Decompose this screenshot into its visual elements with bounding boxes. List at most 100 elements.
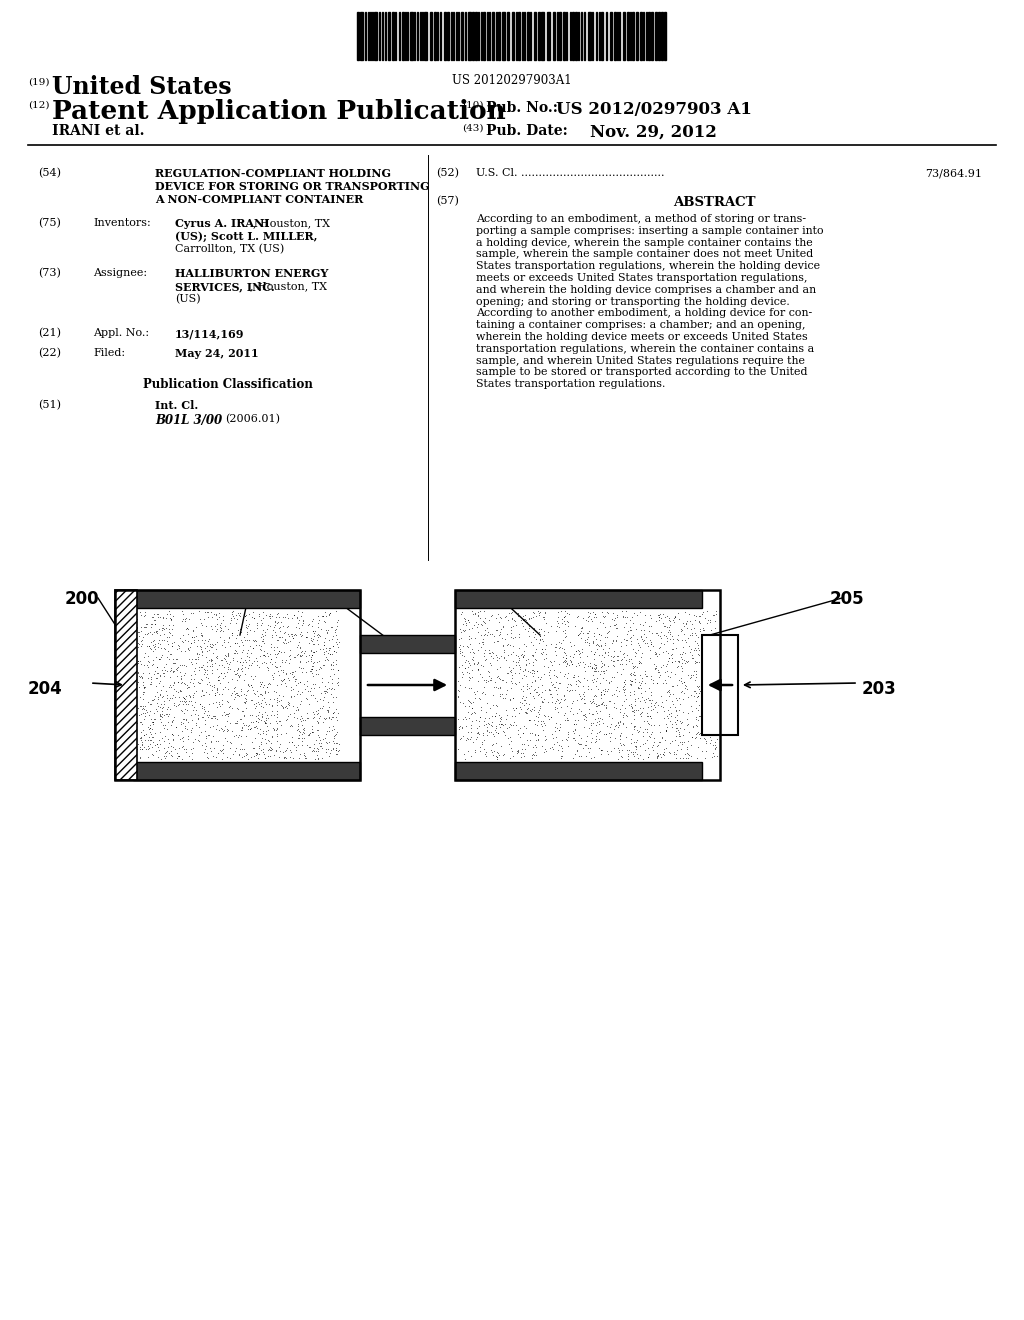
- Point: [575, 667, 592, 688]
- Point: [571, 698, 588, 719]
- Point: [264, 665, 281, 686]
- Point: [266, 718, 283, 739]
- Point: [698, 682, 715, 704]
- Point: [680, 686, 696, 708]
- Point: [140, 692, 157, 713]
- Point: [680, 704, 696, 725]
- Point: [477, 742, 494, 763]
- Point: [471, 663, 487, 684]
- Point: [305, 651, 322, 672]
- Point: [649, 645, 666, 667]
- Point: [325, 659, 341, 680]
- Point: [608, 618, 625, 639]
- Point: [310, 708, 327, 729]
- Point: [675, 642, 691, 663]
- Point: [519, 620, 536, 642]
- Point: [145, 688, 162, 709]
- Point: [643, 722, 659, 743]
- Point: [260, 657, 276, 678]
- Point: [508, 615, 524, 636]
- Point: [229, 698, 246, 719]
- Point: [291, 747, 307, 768]
- Point: [559, 730, 575, 751]
- Point: [520, 697, 537, 718]
- Point: [579, 632, 595, 653]
- Point: [181, 648, 198, 669]
- Point: [454, 717, 470, 738]
- Point: [571, 622, 588, 643]
- Point: [544, 737, 560, 758]
- Point: [221, 627, 238, 648]
- Point: [294, 681, 310, 702]
- Point: [631, 652, 647, 673]
- Point: [239, 624, 255, 645]
- Point: [226, 682, 243, 704]
- Point: [632, 690, 648, 711]
- Point: [452, 675, 468, 696]
- Point: [186, 663, 203, 684]
- Point: [530, 710, 547, 731]
- Point: [249, 614, 265, 635]
- Point: [157, 748, 173, 770]
- Point: [262, 688, 279, 709]
- Point: [248, 715, 264, 737]
- Point: [315, 729, 332, 750]
- Point: [329, 733, 345, 754]
- Point: [643, 723, 659, 744]
- Point: [246, 630, 262, 651]
- Point: [150, 734, 166, 755]
- Point: [178, 619, 195, 640]
- Point: [135, 677, 152, 698]
- Point: [261, 673, 278, 694]
- Point: [306, 620, 323, 642]
- Point: [230, 686, 247, 708]
- Point: [144, 623, 161, 644]
- Bar: [360, 635, 455, 653]
- Point: [147, 668, 164, 689]
- Point: [211, 719, 227, 741]
- Point: [479, 661, 496, 682]
- Point: [293, 710, 309, 731]
- Point: [315, 634, 332, 655]
- Point: [278, 722, 294, 743]
- Point: [268, 701, 285, 722]
- Point: [200, 747, 216, 768]
- Point: [292, 744, 308, 766]
- Point: [553, 688, 569, 709]
- Point: [596, 655, 612, 676]
- Point: [560, 735, 577, 756]
- Point: [216, 719, 232, 741]
- Point: [495, 688, 511, 709]
- Point: [155, 619, 171, 640]
- Point: [298, 652, 314, 673]
- Point: [329, 743, 345, 764]
- Point: [153, 665, 169, 686]
- Point: [477, 623, 494, 644]
- Point: [177, 710, 194, 731]
- Point: [258, 652, 274, 673]
- Point: [569, 665, 586, 686]
- Point: [562, 649, 579, 671]
- Point: [281, 731, 297, 752]
- Point: [261, 643, 278, 664]
- Point: [224, 697, 241, 718]
- Point: [163, 744, 179, 766]
- Point: [130, 632, 146, 653]
- Point: [306, 634, 323, 655]
- Point: [461, 652, 477, 673]
- Point: [560, 663, 577, 684]
- Point: [625, 657, 641, 678]
- Point: [177, 655, 194, 676]
- Point: [168, 717, 184, 738]
- Point: [484, 705, 501, 726]
- Point: [615, 644, 632, 665]
- Point: [286, 678, 302, 700]
- Point: [637, 612, 653, 634]
- Point: [498, 709, 514, 730]
- Point: [259, 715, 275, 737]
- Point: [249, 718, 265, 739]
- Point: [706, 734, 722, 755]
- Text: 203: 203: [319, 590, 354, 609]
- Point: [317, 742, 334, 763]
- Point: [215, 609, 231, 630]
